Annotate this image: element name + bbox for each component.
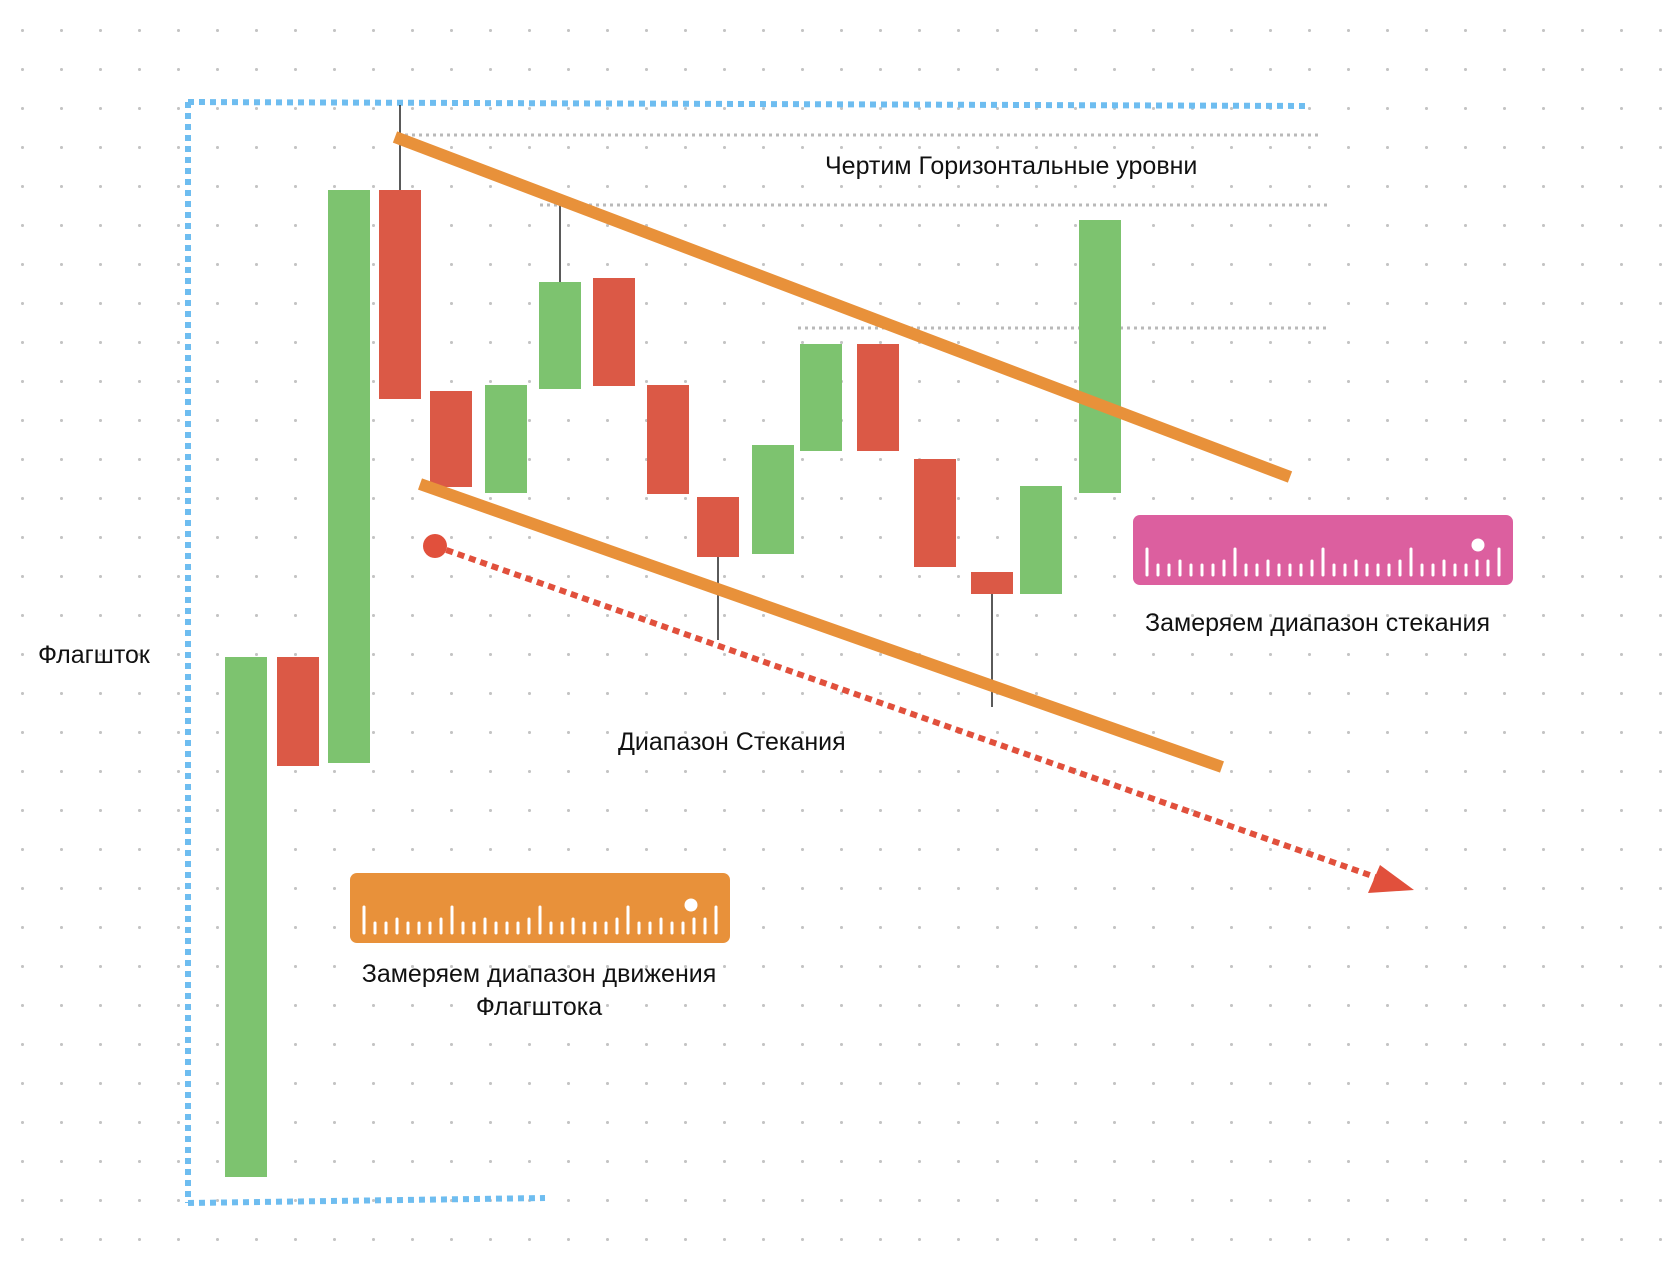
candle-bullish (539, 282, 581, 389)
candle-bearish (914, 459, 956, 567)
flag-trendlines (392, 131, 1293, 773)
measure-flagpole-label-line1: Замеряем диапазон движения (361, 960, 717, 988)
horizontal-levels (405, 133, 1330, 330)
measure-flagpole-label-line2: Флагштока (475, 993, 603, 1021)
ruler-convergence (1133, 515, 1513, 585)
measure-convergence-label: Замеряем диапазон стекания (1145, 609, 1491, 637)
candle-bearish (857, 344, 899, 451)
flagpole-bracket (185, 99, 1307, 1206)
candle-bullish (752, 445, 794, 554)
flagpole-label: Флагшток (38, 641, 150, 669)
candle-bearish (593, 278, 635, 386)
candle-bullish (1079, 220, 1121, 493)
candle-bearish (379, 190, 421, 399)
candle-bullish (1020, 486, 1062, 594)
arrow-head-icon (1368, 865, 1414, 893)
lower-trendline (418, 478, 1224, 773)
candle-bullish (328, 190, 370, 763)
upper-trendline (392, 131, 1293, 483)
ruler-icon (1145, 538, 1501, 577)
ruler-icon (362, 898, 718, 935)
candle-bearish (697, 497, 739, 557)
candle-bullish (485, 385, 527, 493)
candlesticks (225, 190, 1121, 1177)
ruler-flagpole (350, 873, 730, 943)
candle-bearish (430, 391, 472, 487)
candle-bearish (971, 572, 1013, 594)
candle-bearish (647, 385, 689, 494)
candle-bearish (277, 657, 319, 766)
candle-bullish (225, 657, 267, 1177)
horizontal-levels-label: Чертим Горизонтальные уровни (825, 152, 1198, 180)
convergence-range-label: Диапазон Стекания (618, 728, 846, 756)
candle-bullish (800, 344, 842, 451)
projection-arrow (423, 534, 1414, 893)
